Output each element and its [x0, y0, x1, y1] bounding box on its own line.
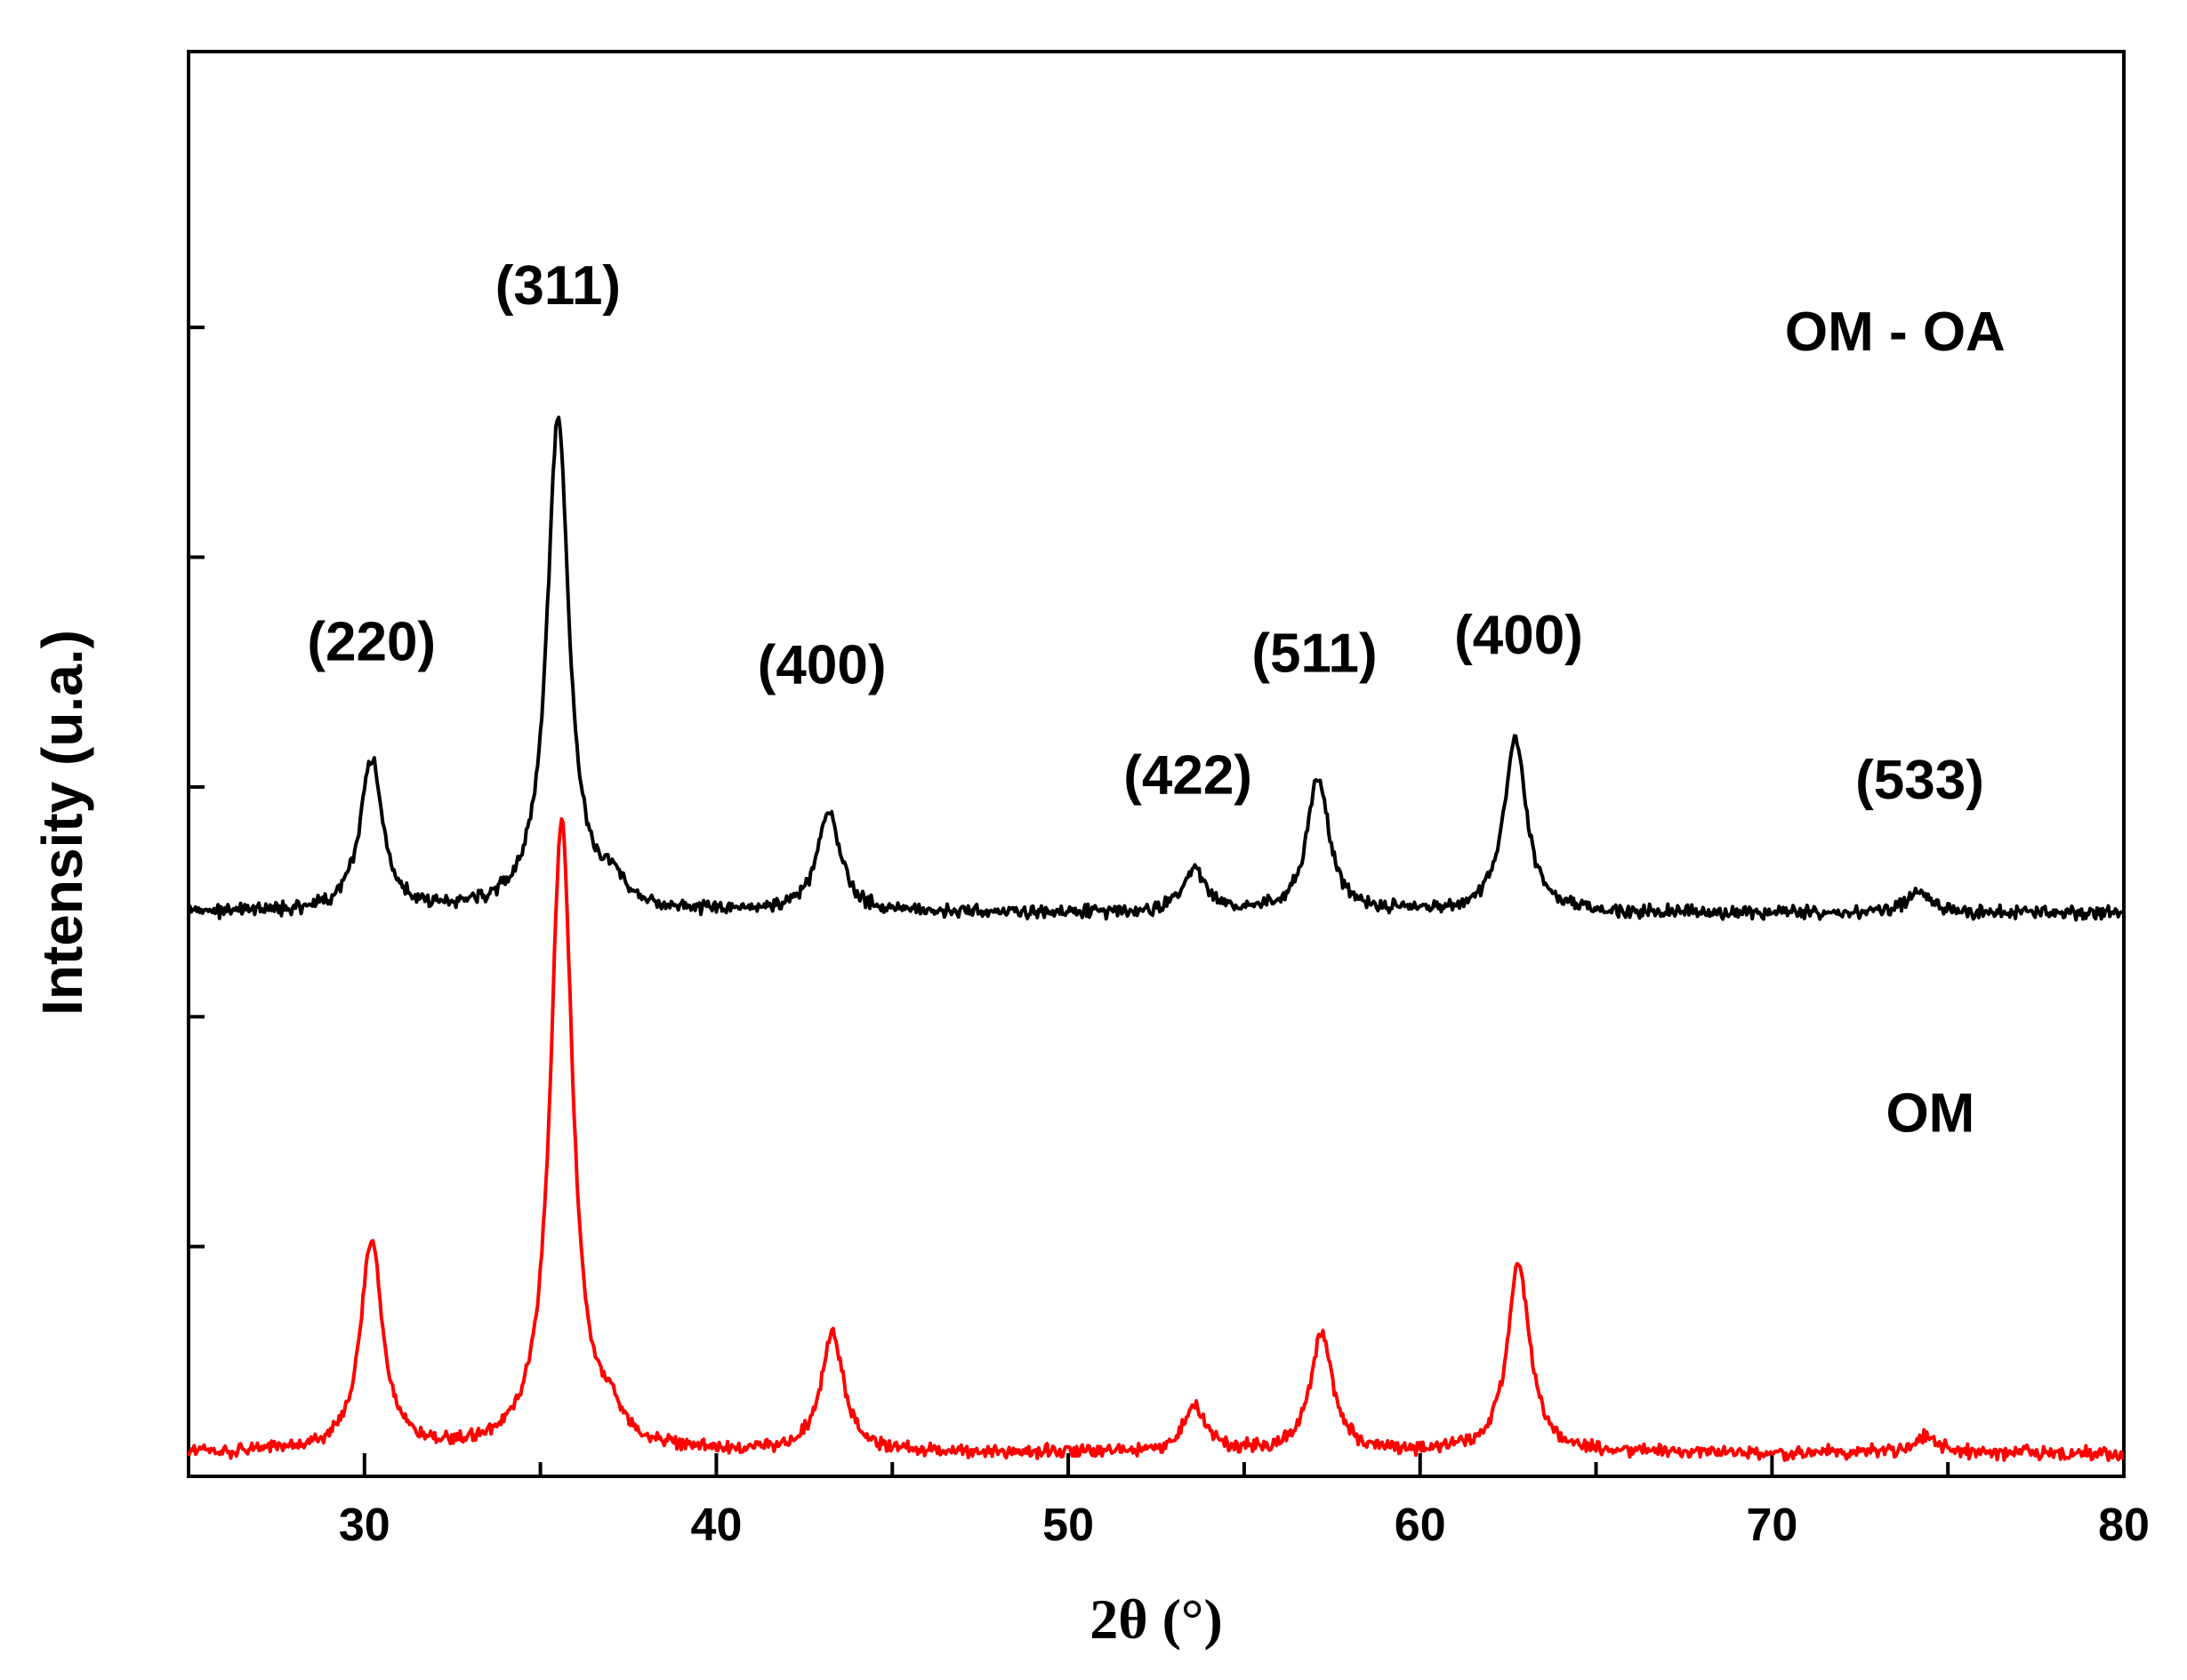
- series-group: [187, 415, 2125, 1462]
- x-axis-ticks: 30 40 50 60 70 80: [187, 1453, 2150, 1551]
- x-tick-label: 70: [1746, 1499, 1797, 1551]
- series-label: OM: [1885, 1082, 1974, 1144]
- peak-label: (511): [1251, 623, 1377, 685]
- peak-label: (220): [307, 612, 436, 673]
- peak-label: (400): [758, 635, 887, 696]
- peak-label: (533): [1855, 750, 1984, 811]
- x-tick-label: 60: [1395, 1499, 1446, 1551]
- peak-label: (311): [495, 255, 621, 317]
- peak-label: (422): [1123, 745, 1252, 807]
- x-axis-label: 2θ (°): [1089, 1588, 1223, 1651]
- peak-label: (400): [1454, 605, 1583, 666]
- y-axis-label: Intensity (u.a.): [30, 630, 94, 1016]
- x-tick-label: 50: [1042, 1499, 1094, 1551]
- x-tick-label: 30: [339, 1499, 390, 1551]
- plot-frame: [187, 50, 2126, 1478]
- series-label: OM - OA: [1785, 301, 2006, 363]
- x-tick-label: 80: [2098, 1499, 2150, 1551]
- series-line-om: [187, 816, 2125, 1462]
- series-line-om-oa: [187, 415, 2123, 922]
- x-tick-label: 40: [691, 1499, 743, 1551]
- y-axis-ticks: [189, 326, 205, 1478]
- peak-labels: (220) (311) (400) (422) (511) (400) (533) OM - …: [307, 255, 2005, 1144]
